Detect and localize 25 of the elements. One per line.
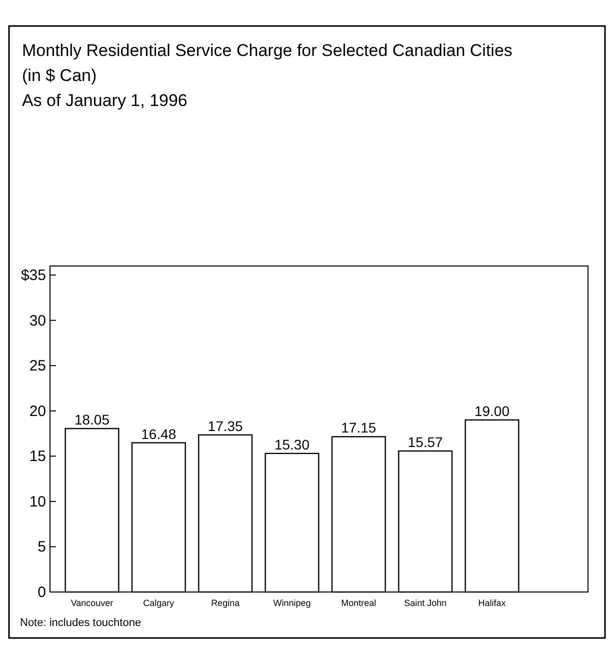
y-tick-label: 15 (29, 448, 46, 466)
x-tick-label: Regina (211, 598, 240, 608)
x-tick-label: Saint John (404, 598, 447, 608)
y-tick-label: 25 (29, 358, 46, 375)
y-tick-label: 0 (38, 584, 46, 601)
data-label: 18.05 (74, 412, 110, 428)
x-tick-label: Vancouver (70, 598, 114, 608)
chart-subtitle: (in $ Can) As of January 1, 1996 (22, 66, 188, 110)
text: Note: includes touchtone (20, 617, 142, 629)
y-tick-label: 10 (29, 493, 46, 510)
x-tick-label: Winnipeg (273, 598, 311, 608)
data-label: 16.48 (141, 426, 176, 442)
data-label: 15.57 (408, 434, 444, 450)
data-label: 19.00 (474, 402, 510, 419)
x-tick-label: Montreal (341, 598, 376, 608)
x-tick-label: Calgary (143, 598, 175, 608)
y-tick-label: 20 (29, 402, 46, 420)
chart-title: Monthly Residential Service Charge for Selected Canadian Cities (22, 41, 512, 60)
x-tick-label: Halifax (478, 598, 506, 608)
y-tick-label: $35 (20, 267, 46, 284)
data-label: 17.15 (341, 420, 376, 436)
y-tick-label: 30 (29, 312, 46, 330)
y-tick-label: 5 (38, 538, 46, 556)
data-label: 17.35 (208, 418, 244, 434)
data-label: 15.30 (274, 436, 310, 452)
